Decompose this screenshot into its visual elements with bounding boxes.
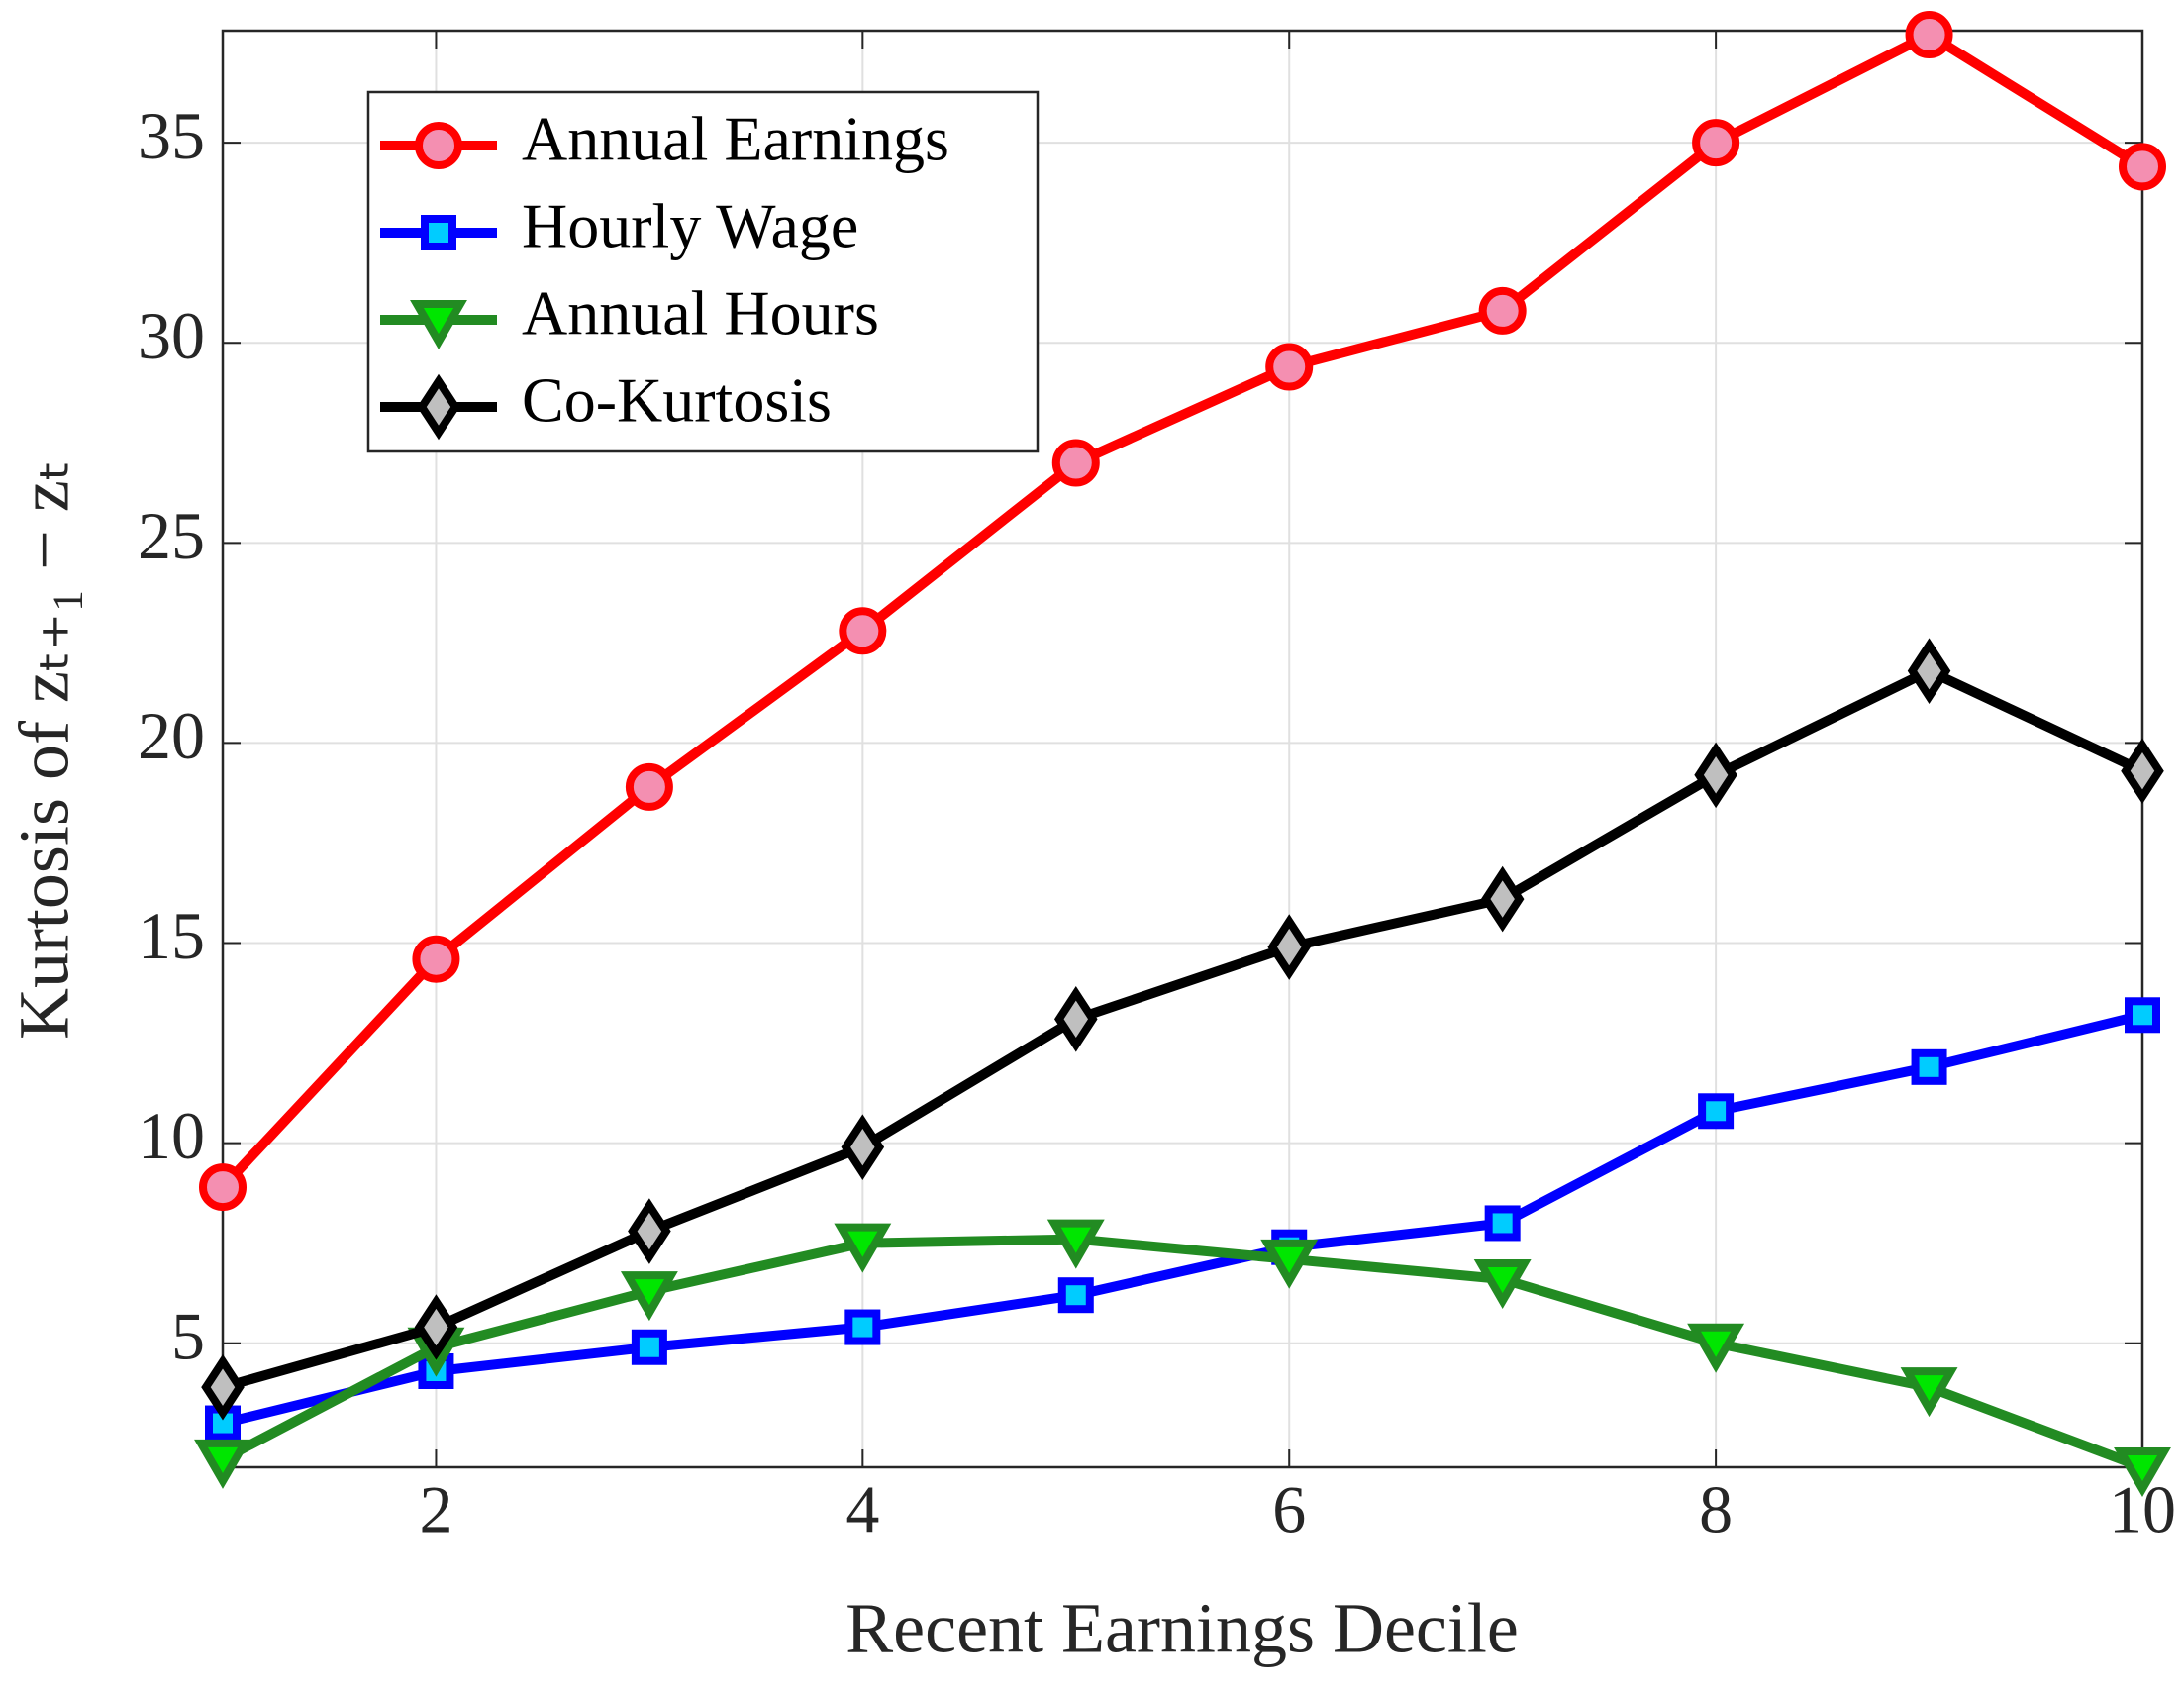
marker [1473, 1259, 1532, 1310]
marker [2114, 1447, 2171, 1497]
marker [2121, 738, 2164, 805]
marker [1900, 1367, 1958, 1418]
marker [834, 1223, 892, 1273]
marker [199, 1163, 247, 1212]
y-tick-label: 30 [138, 298, 205, 373]
marker [194, 1439, 251, 1489]
x-axis-label: Recent Earnings Decile [845, 1589, 1519, 1668]
marker [620, 1271, 678, 1322]
marker [1905, 11, 1953, 59]
series-line [221, 665, 2145, 1392]
marker [1260, 1239, 1319, 1289]
marker [414, 1294, 458, 1360]
marker [2125, 997, 2160, 1034]
marker [1053, 986, 1098, 1052]
marker [839, 607, 887, 655]
x-tick-label: 6 [1272, 1472, 1306, 1547]
marker [1478, 286, 1527, 335]
marker [631, 1329, 667, 1365]
marker [1051, 439, 1100, 487]
y-tick-label: 25 [138, 498, 205, 573]
marker [1265, 343, 1314, 391]
marker [1694, 742, 1737, 809]
marker [841, 1114, 885, 1180]
marker [415, 122, 462, 169]
marker [1692, 119, 1740, 167]
x-tick-label: 2 [419, 1472, 452, 1547]
marker [2119, 143, 2166, 191]
legend-label: Hourly Wage [522, 191, 858, 261]
y-tick-label: 15 [138, 898, 205, 973]
legend-label: Annual Hours [522, 278, 879, 349]
marker [1907, 638, 1951, 704]
marker [1480, 865, 1525, 933]
series-line [220, 1234, 2144, 1472]
y-tick-label: 35 [138, 98, 205, 173]
x-tick-label: 8 [1699, 1472, 1733, 1547]
legend-label: Annual Earnings [522, 104, 949, 174]
marker [1046, 1219, 1105, 1269]
marker [1911, 1048, 1947, 1085]
marker [1057, 1277, 1094, 1314]
marker [410, 300, 467, 349]
marker [844, 1309, 881, 1345]
series-line [219, 30, 2145, 1191]
y-axis-label: Kurtosis of zₜ₊₁ − zₜ [5, 459, 84, 1040]
legend-label: Co-Kurtosis [522, 365, 832, 436]
x-tick-label: 4 [845, 1472, 879, 1547]
marker [1484, 1205, 1521, 1242]
marker [412, 935, 460, 983]
marker [1267, 914, 1312, 980]
marker [421, 215, 456, 250]
marker [1698, 1093, 1735, 1130]
marker [201, 1353, 245, 1421]
legend-box [366, 90, 1040, 453]
marker [1687, 1323, 1745, 1373]
marker [625, 762, 673, 811]
y-tick-label: 10 [138, 1098, 205, 1173]
marker [417, 373, 460, 441]
marker [628, 1198, 671, 1264]
series-line [221, 1010, 2144, 1429]
y-tick-label: 20 [138, 698, 205, 773]
y-tick-label: 5 [171, 1298, 205, 1373]
